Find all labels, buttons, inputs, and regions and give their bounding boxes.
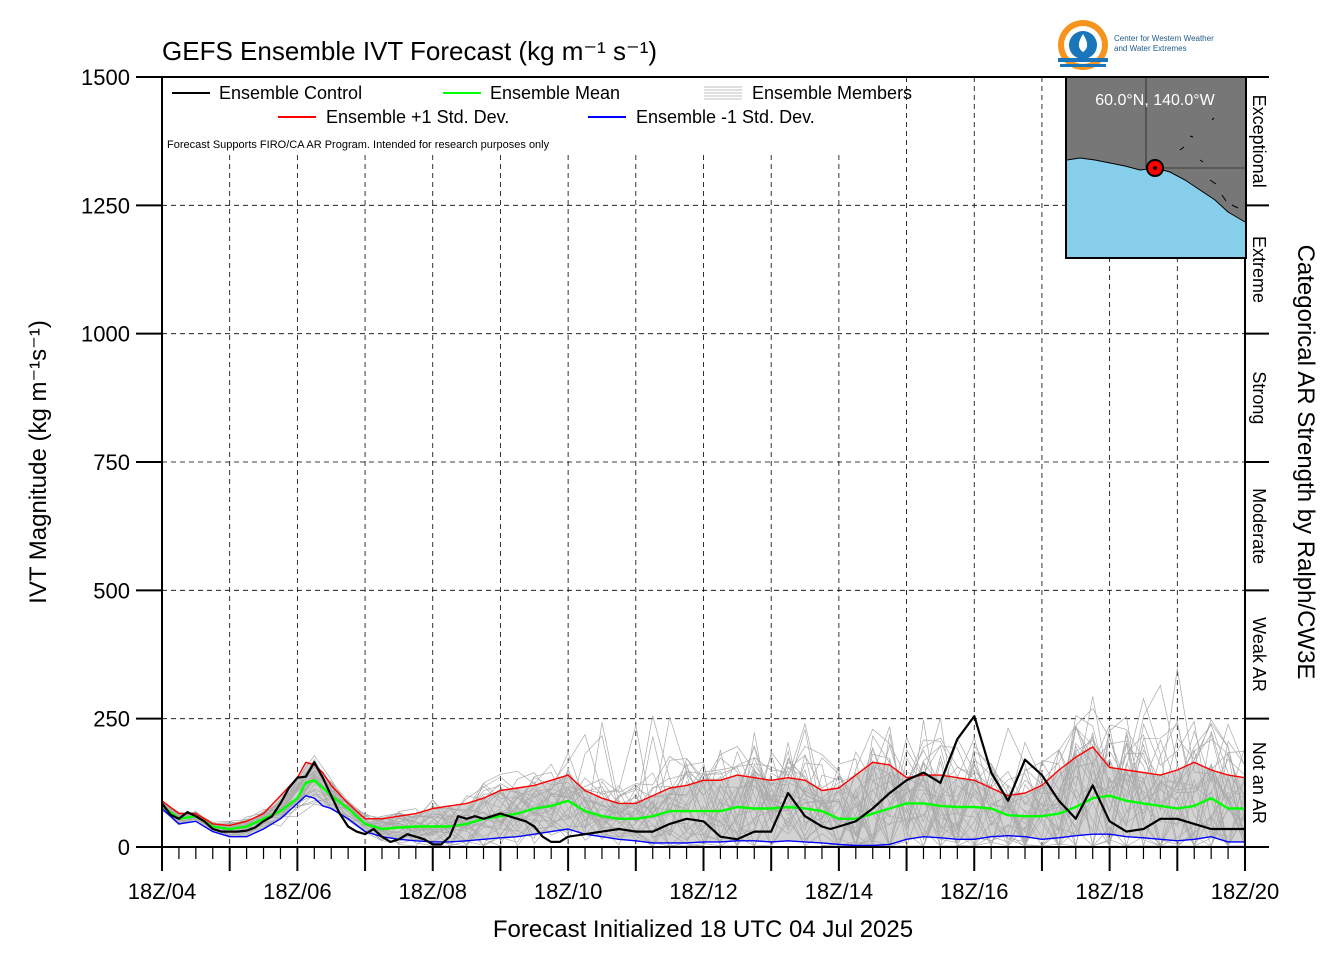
x-tick-label: 18Z/12 (669, 879, 738, 904)
cw3e-logo: Center for Western Weather and Water Ext… (1058, 20, 1214, 70)
legend-members-swatch (704, 86, 742, 100)
x-tick-label: 18Z/14 (805, 879, 874, 904)
minus-sd-line (161, 795, 1245, 847)
x-tick-label: 18Z/04 (128, 879, 197, 904)
mean-line (161, 779, 1245, 831)
y-axis-title: IVT Magnitude (kg m⁻¹s⁻¹) (25, 320, 52, 604)
y-tick-label: 750 (93, 450, 130, 475)
chart-title: GEFS Ensemble IVT Forecast (kg m⁻¹ s⁻¹) (162, 36, 657, 66)
legend-minus-sd-label: Ensemble -1 Std. Dev. (636, 107, 815, 127)
y-tick-label: 0 (118, 835, 130, 860)
axes (136, 76, 1269, 871)
y-tick-label: 500 (93, 578, 130, 603)
ensemble-member-line (161, 732, 1246, 847)
legend-plus-sd-label: Ensemble +1 Std. Dev. (326, 107, 509, 127)
legend: Ensemble Control Ensemble Mean Ensemble … (167, 83, 912, 151)
x-tick-label: 18Z/16 (940, 879, 1009, 904)
x-axis-title: Forecast Initialized 18 UTC 04 Jul 2025 (493, 916, 913, 943)
ensemble-member-line (161, 727, 1246, 848)
y-tick-label: 1000 (81, 322, 130, 347)
y-tick-label: 1500 (81, 65, 130, 90)
x-tick-label: 18Z/08 (399, 879, 468, 904)
logo-text-line2: and Water Extremes (1114, 44, 1187, 53)
inset-location-label: 60.0°N, 140.0°W (1095, 92, 1215, 109)
y-tick-label: 1250 (81, 193, 130, 218)
x-tick-label: 18Z/20 (1211, 879, 1280, 904)
category-label: Weak AR (1249, 617, 1269, 692)
grid (162, 77, 1245, 847)
ensemble-member-line (161, 725, 1246, 845)
x-tick-label: 18Z/06 (263, 879, 332, 904)
ensemble-member-line (161, 763, 1246, 848)
ensemble-member-line (161, 740, 1246, 848)
control-line (161, 714, 1245, 846)
legend-mean-label: Ensemble Mean (490, 83, 620, 103)
ensemble-member-line (161, 736, 1246, 848)
inset-map-ocean (1067, 158, 1245, 257)
logo-text-line1: Center for Western Weather (1114, 34, 1214, 43)
legend-members-label: Ensemble Members (752, 83, 912, 103)
y-tick-label: 250 (93, 707, 130, 732)
category-label: Exceptional (1249, 95, 1269, 188)
plus-sd-line (161, 746, 1246, 827)
category-label: Strong (1249, 371, 1269, 424)
research-note: Forecast Supports FIRO/CA AR Program. In… (167, 139, 550, 151)
category-label: Extreme (1249, 236, 1269, 303)
inset-map: 60.0°N, 140.0°W (1065, 76, 1247, 259)
x-tick-label: 18Z/10 (534, 879, 603, 904)
series-lines (161, 714, 1246, 847)
x-tick-label: 18Z/18 (1075, 879, 1144, 904)
category-labels: Not an AR Weak AR Moderate Strong Extreme Exc… (1249, 95, 1269, 824)
category-label: Not an AR (1249, 742, 1269, 824)
right-axis-title: Categorical AR Strength by Ralph/CW3E (1292, 245, 1319, 680)
ensemble-member-line (161, 744, 1246, 848)
tick-labels: 0 250 500 750 1000 1250 1500 18Z/04 18Z/06 18Z/08… (81, 65, 1279, 904)
category-label: Moderate (1249, 488, 1269, 564)
legend-control-label: Ensemble Control (219, 83, 362, 103)
logo-drop-icon (1078, 34, 1088, 52)
